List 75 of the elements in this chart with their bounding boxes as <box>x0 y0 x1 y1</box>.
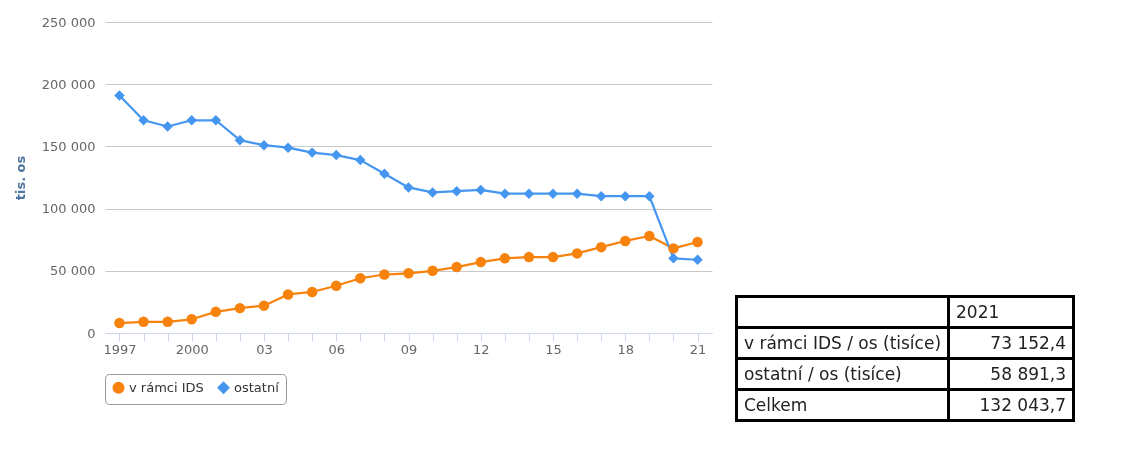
x-tick-label: 06 <box>328 341 346 357</box>
point <box>692 254 703 265</box>
point <box>571 188 583 199</box>
point <box>138 115 149 126</box>
point <box>355 154 366 166</box>
category-label: Celkem <box>736 389 949 421</box>
text: 73 152,4 <box>990 333 1067 353</box>
y-tick-label: 200 000 <box>41 76 96 92</box>
x-tick-label: 1997 <box>103 341 137 357</box>
point <box>282 289 294 300</box>
point <box>547 251 559 263</box>
point <box>475 256 487 268</box>
point <box>595 241 607 253</box>
point <box>523 188 535 199</box>
point <box>523 251 535 263</box>
x-tick-label: 15 <box>545 341 562 357</box>
point <box>330 149 342 161</box>
point <box>499 188 511 199</box>
point <box>692 236 703 248</box>
point <box>114 317 125 329</box>
point <box>234 134 246 146</box>
x-tick-label: 21 <box>689 341 707 357</box>
point <box>427 187 438 198</box>
point <box>330 280 342 291</box>
category-label: ostatní / os (tisíce) <box>736 358 949 390</box>
x-tick-label: 03 <box>256 341 273 357</box>
point <box>234 302 246 314</box>
point <box>138 316 149 328</box>
point <box>644 230 655 242</box>
y-axis-title: tis. os <box>12 155 28 201</box>
point <box>258 139 270 151</box>
point <box>162 121 173 132</box>
y-tick-label: 100 000 <box>41 201 96 217</box>
point <box>379 168 390 180</box>
point <box>355 273 366 284</box>
point <box>620 235 631 247</box>
point <box>379 269 390 280</box>
point <box>210 306 222 318</box>
text: 58 891,3 <box>990 364 1067 384</box>
x-tick-label: 18 <box>617 341 635 357</box>
point <box>571 248 583 259</box>
point <box>162 316 173 328</box>
x-tick-label: 09 <box>400 341 418 357</box>
point <box>451 185 462 197</box>
x-tick-label: 2000 <box>175 341 209 357</box>
point <box>475 184 487 196</box>
point <box>258 300 270 311</box>
point <box>668 253 679 264</box>
point <box>499 253 511 264</box>
point <box>427 265 438 277</box>
point <box>451 261 462 273</box>
legend-label: v rámci IDS <box>129 379 204 395</box>
point <box>114 90 125 101</box>
text: 2021 <box>948 296 1074 328</box>
point <box>547 188 559 199</box>
point <box>595 190 607 202</box>
y-tick-label: 250 000 <box>41 14 96 30</box>
point <box>403 182 414 193</box>
point <box>282 142 294 153</box>
legend-label: ostatní <box>234 379 280 395</box>
point <box>186 314 197 325</box>
point <box>306 147 318 158</box>
text: 132 043,7 <box>979 395 1067 415</box>
point <box>186 115 197 126</box>
y-tick-label: 150 000 <box>41 138 96 154</box>
point <box>210 115 222 126</box>
point <box>620 190 631 202</box>
category-label: v rámci IDS / os (tisíce) <box>736 327 949 359</box>
point <box>306 286 318 298</box>
y-tick-label: 0 <box>87 325 96 341</box>
y-tick-label: 50 000 <box>50 263 96 279</box>
point <box>403 268 414 279</box>
point <box>668 243 679 254</box>
x-tick-label: 12 <box>472 341 490 357</box>
point <box>644 190 655 202</box>
